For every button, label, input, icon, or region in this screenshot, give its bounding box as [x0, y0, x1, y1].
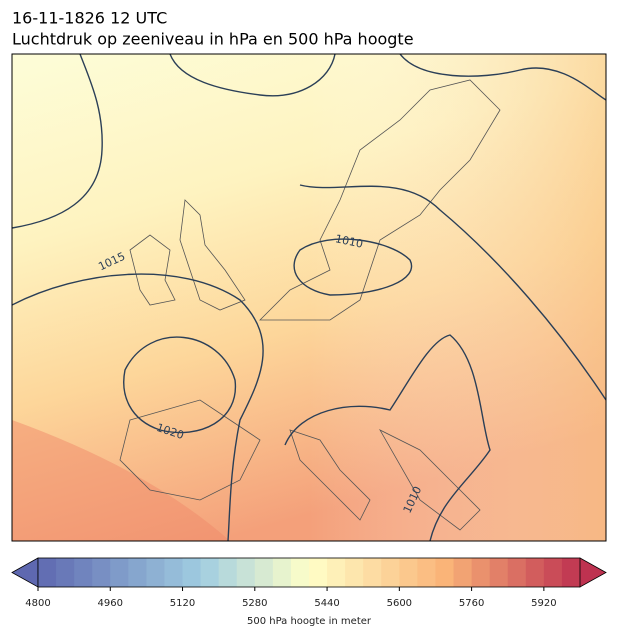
- colorbar-swatch: [164, 558, 184, 587]
- colorbar-swatch: [561, 558, 581, 587]
- colorbar-swatch: [399, 558, 418, 587]
- colorbar-swatch: [363, 558, 382, 587]
- colorbar-swatch: [525, 558, 545, 587]
- colorbar-swatch: [327, 558, 346, 587]
- colorbar-swatch: [435, 558, 455, 587]
- colorbar-tick-label: 5280: [242, 598, 267, 609]
- colorbar-swatch: [182, 558, 202, 587]
- colorbar-tick-label: 5120: [170, 598, 195, 609]
- colorbar-swatch: [254, 558, 274, 587]
- colorbar-swatch: [128, 558, 147, 587]
- colorbar-swatch: [543, 558, 563, 587]
- colorbar-tick-label: 4800: [25, 598, 50, 609]
- colorbar-swatch: [381, 558, 400, 587]
- colorbar-swatch: [38, 558, 57, 587]
- colorbar-swatch: [453, 558, 473, 587]
- colorbar-swatch: [471, 558, 491, 587]
- colorbar-extend: [579, 557, 607, 588]
- colorbar-swatch: [92, 558, 111, 587]
- colorbar-swatch: [236, 558, 256, 587]
- colorbar: 4800 4960 5120 5280 5440 5600 5760 5920: [11, 557, 607, 609]
- colorbar-swatch: [309, 558, 328, 587]
- colorbar-tick-label: 5600: [387, 598, 412, 609]
- colorbar-swatch: [146, 558, 165, 587]
- subtitle: Luchtdruk op zeeniveau in hPa en 500 hPa…: [12, 30, 414, 49]
- colorbar-label: 500 hPa hoogte in meter: [247, 616, 372, 627]
- colorbar-swatch: [417, 558, 436, 587]
- map: [12, 54, 606, 541]
- colorbar-tick-label: 4960: [98, 598, 123, 609]
- colorbar-tick-label: 5440: [314, 598, 339, 609]
- colorbar-swatch: [345, 558, 364, 587]
- colorbar-tick-label: 5920: [531, 598, 556, 609]
- contour-label: 1010: [334, 232, 364, 251]
- colorbar-swatch: [489, 558, 509, 587]
- colorbar-swatch: [272, 558, 292, 587]
- colorbar-swatch: [507, 558, 527, 587]
- colorbar-swatch: [110, 558, 129, 587]
- title: 16-11-1826 12 UTC: [12, 9, 167, 28]
- colorbar-frame: [37, 557, 581, 588]
- colorbar-swatch: [56, 558, 75, 587]
- colorbar-swatch: [74, 558, 93, 587]
- colorbar-swatch: [200, 558, 220, 587]
- colorbar-extend: [11, 557, 39, 588]
- map-frame: [11, 53, 607, 542]
- colorbar-swatch: [290, 558, 310, 587]
- colorbar-tick-label: 5760: [459, 598, 484, 609]
- colorbar-swatch: [218, 558, 238, 587]
